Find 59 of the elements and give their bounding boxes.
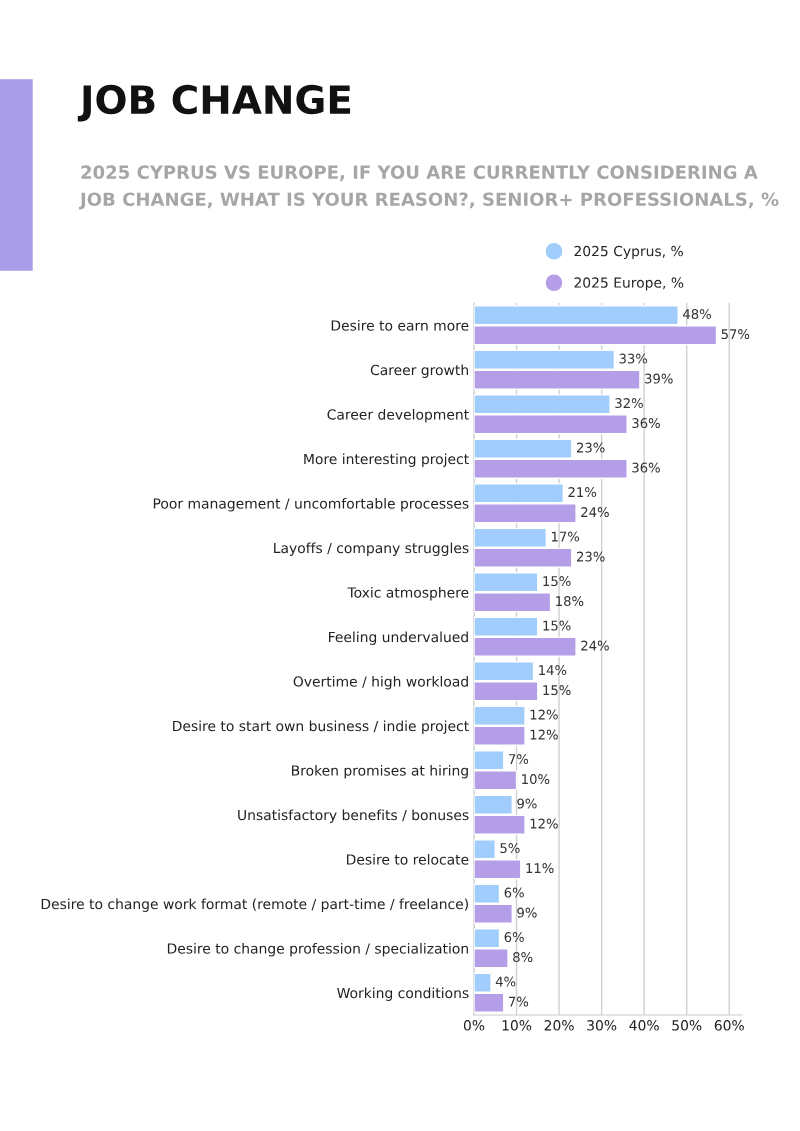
data-label: 7%: [509, 996, 529, 1007]
y-tick-label: Working conditions: [337, 987, 469, 1001]
y-tick-label: Career development: [327, 408, 469, 423]
data-label: 48%: [683, 309, 711, 320]
data-label: 21%: [568, 487, 597, 498]
y-tick-label: Layoffs / company struggles: [274, 542, 469, 556]
data-label: 14%: [539, 665, 567, 676]
data-label: 18%: [556, 596, 584, 607]
data-label: 15%: [543, 620, 571, 631]
x-tick-label: 50%: [672, 1020, 702, 1031]
data-label: 11%: [526, 863, 554, 874]
y-tick-label: Desire to change work format (remote / part-time / freelance): [41, 898, 468, 912]
y-tick-label: Feeling undervalued: [329, 631, 468, 645]
data-label: 10%: [522, 774, 550, 785]
data-label: 6%: [504, 887, 524, 898]
y-tick-label: Poor management / uncomfortable processes: [153, 497, 469, 512]
data-label: 32%: [615, 398, 643, 409]
x-tick-label: 30%: [587, 1020, 617, 1031]
data-label: 24%: [581, 640, 609, 651]
data-label: 15%: [543, 576, 571, 587]
chart-subtitle: 2025 CYPRUS VS EUROPE, IF YOU ARE CURRENTLY CONSIDERING A JOB CHANGE, WHAT IS YOUR REASON?, SENIOR+ PROFESSIONALS, %: [78, 165, 779, 210]
x-tick-label: 20%: [544, 1020, 574, 1031]
y-tick-label: Broken promises at hiring: [292, 764, 468, 779]
x-tick-label: 0%: [463, 1020, 485, 1031]
chart-title: JOB CHANGE: [77, 84, 351, 122]
data-label: 9%: [517, 798, 537, 809]
data-label: 36%: [632, 462, 660, 473]
data-label: 9%: [517, 907, 537, 918]
legend-label: 2025 Cyprus, %: [574, 245, 683, 259]
data-label: 6%: [504, 932, 524, 943]
data-label: 36%: [632, 418, 660, 429]
x-tick-label: 60%: [714, 1020, 744, 1031]
legend-label: 2025 Europe, %: [574, 277, 684, 291]
data-label: 15%: [543, 685, 571, 696]
data-label: 12%: [530, 729, 558, 740]
y-tick-label: Desire to relocate: [347, 853, 469, 865]
data-label: 7%: [509, 754, 529, 765]
y-tick-label: More interesting project: [304, 453, 469, 467]
data-label: 39%: [645, 373, 673, 384]
data-label: 12%: [530, 709, 558, 720]
y-tick-label: Desire to change profession / specialization: [167, 942, 468, 957]
y-tick-label: Toxic atmosphere: [347, 586, 469, 601]
x-tick-label: 40%: [629, 1020, 659, 1031]
y-tick-label: Overtime / high workload: [293, 675, 468, 690]
y-tick-label: Desire to start own business / indie project: [173, 720, 469, 734]
data-label: 8%: [513, 952, 533, 963]
data-label: 57%: [721, 329, 750, 340]
data-label: 23%: [576, 551, 605, 562]
data-label: 17%: [551, 531, 580, 542]
data-label: 4%: [495, 976, 516, 987]
y-tick-label: Desire to earn more: [331, 319, 469, 331]
data-label: 23%: [576, 442, 605, 453]
y-tick-label: Career growth: [370, 364, 468, 378]
data-label: 24%: [581, 507, 609, 518]
data-label: 5%: [500, 843, 520, 854]
data-label: 33%: [619, 353, 648, 364]
y-tick-label: Unsatisfactory benefits / bonuses: [238, 809, 469, 823]
x-tick-label: 10%: [502, 1020, 532, 1031]
data-label: 12%: [530, 818, 558, 829]
